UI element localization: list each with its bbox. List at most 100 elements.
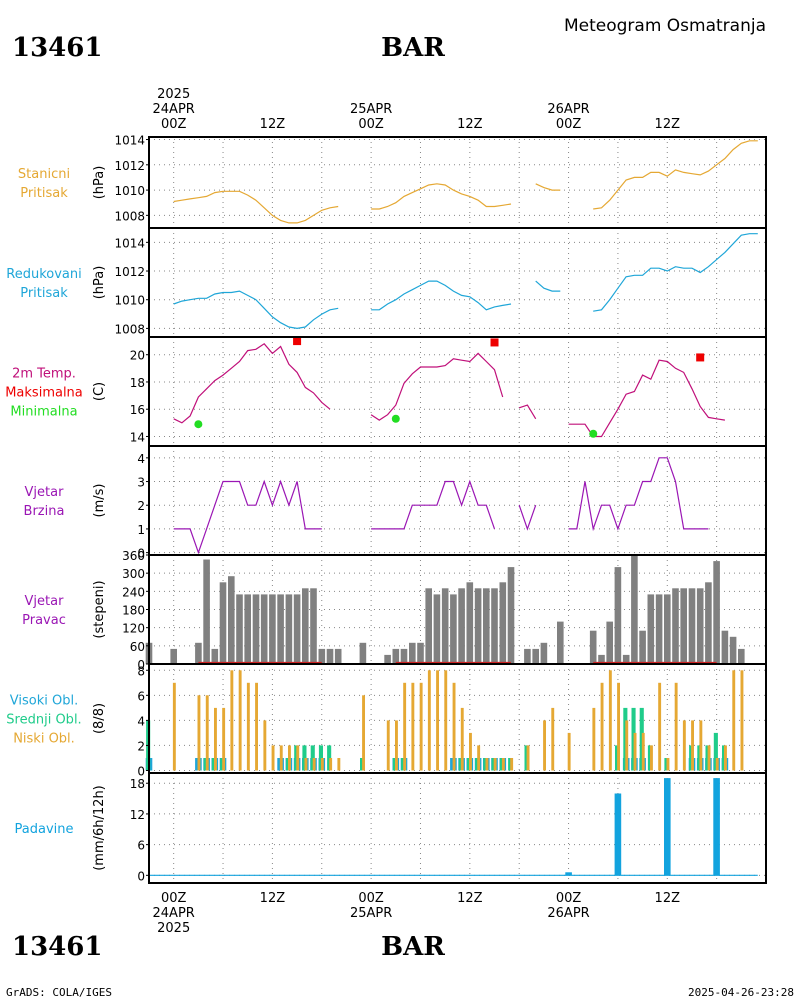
cloud-cover-bar <box>436 670 439 771</box>
wind-direction-bar <box>680 588 687 664</box>
wind-direction-bar <box>326 648 334 664</box>
temperature-line <box>370 352 504 421</box>
panel-label: Maksimalna <box>5 386 83 401</box>
time-label-bottom: 12Z <box>260 891 286 906</box>
station-pressure-line <box>371 183 512 210</box>
station-pressure-line <box>593 140 758 210</box>
temperature-series-1 <box>293 337 705 362</box>
time-label-top: 12Z <box>655 117 681 132</box>
cloud-cover-series-2 <box>172 670 744 771</box>
precipitation-bar <box>713 778 720 876</box>
y-tick-label: 0 <box>137 869 145 883</box>
time-label-bottom: 00Z <box>358 891 384 906</box>
cloud-cover-bar <box>238 670 242 771</box>
wind-direction-bar <box>359 642 367 664</box>
wind-direction-bar <box>203 559 210 664</box>
temperature-min-marker <box>391 414 400 423</box>
wind-direction-bar <box>310 588 317 664</box>
cloud-cover-bar <box>617 682 620 771</box>
wind-direction-bar <box>228 576 235 664</box>
cloud-cover-bar <box>386 720 390 771</box>
cloud-cover-bar <box>460 707 464 771</box>
cloud-cover-bar <box>427 670 431 771</box>
wind-direction-bar <box>688 588 696 664</box>
wind-direction-bar <box>540 642 548 664</box>
wind-direction-bar <box>705 582 712 665</box>
cloud-cover-bar <box>246 682 250 771</box>
station-name-bottom: BAR <box>381 932 445 962</box>
station-id-top: 13461 <box>12 33 102 63</box>
cloud-cover-bar <box>304 758 308 771</box>
wind-direction-bar <box>647 594 655 664</box>
time-label-bottom: 24APR <box>153 906 195 921</box>
wind-direction-bar <box>285 594 293 664</box>
wind-direction-bar <box>277 594 284 664</box>
wind-direction-bar <box>721 630 729 664</box>
cloud-cover-bar <box>337 758 341 771</box>
y-tick-label: 1010 <box>114 294 145 308</box>
panel-frame <box>148 227 767 338</box>
cloud-cover-bar <box>458 758 463 771</box>
panel-frame <box>148 336 767 447</box>
y-tick-label: 6 <box>137 689 145 703</box>
cloud-cover-bar <box>279 745 283 771</box>
cloud-cover-bar <box>647 745 652 771</box>
cloud-cover-bar <box>715 758 719 771</box>
cloud-cover-bar <box>320 758 324 771</box>
cloud-cover-bar <box>401 758 406 771</box>
chart-title: Meteogram Osmatranja <box>564 16 766 36</box>
station-pressure-line <box>535 183 561 191</box>
wind-direction-bar <box>639 630 646 664</box>
panel-wind-speed: 0 1 2 3 4 (m/s) Vjetar Brzina <box>24 445 767 561</box>
panel-label: Brzina <box>24 504 65 519</box>
cloud-cover-bar <box>203 758 208 771</box>
wind-direction-bar <box>606 621 613 664</box>
y-tick-label: 18 <box>130 777 145 791</box>
software-credit: GrADS: COLA/IGES <box>6 986 112 999</box>
cloud-cover-bar <box>707 745 711 771</box>
cloud-cover-bar <box>631 707 636 771</box>
y-tick-label: 180 <box>122 604 145 618</box>
temperature-max-marker <box>293 337 302 346</box>
y-tick-label: 1008 <box>114 322 145 336</box>
time-label-bottom: 12Z <box>655 891 681 906</box>
wind-speed-line <box>371 479 496 530</box>
generation-timestamp: 2025-04-26-23:28 <box>688 986 794 999</box>
wind-direction-bar <box>433 594 441 664</box>
wind-direction-bar <box>211 648 219 664</box>
y-axis-unit: (hPa) <box>92 266 107 300</box>
y-axis-unit: (C) <box>92 382 107 401</box>
cloud-cover-bar <box>510 758 514 771</box>
cloud-cover-bar <box>625 720 629 771</box>
y-tick-label: 1014 <box>114 236 145 250</box>
cloud-cover-bar <box>633 732 637 771</box>
precipitation-series-0 <box>565 778 720 876</box>
panel-label: Vjetar <box>25 485 65 500</box>
wind-direction-bar <box>260 594 268 664</box>
cloud-cover-bar <box>666 758 670 771</box>
cloud-cover-bar <box>452 682 456 771</box>
panel-label: 2m Temp. <box>12 367 76 382</box>
wind-direction-bar <box>236 594 243 664</box>
temperature-line <box>568 359 725 438</box>
wind-direction-bar <box>631 555 638 664</box>
cloud-cover-bar <box>493 758 497 771</box>
wind-direction-bar <box>334 648 342 664</box>
panel-frame <box>148 772 767 884</box>
cloud-cover-bar <box>310 745 315 771</box>
wind-direction-bar <box>491 588 498 664</box>
wind-speed-line <box>568 457 709 532</box>
time-label-bottom: 12Z <box>457 891 483 906</box>
wind-direction-bar <box>524 648 531 664</box>
cloud-cover-bar <box>197 695 201 771</box>
panel-frame <box>148 136 767 229</box>
time-label-top: 25APR <box>350 102 392 117</box>
cloud-cover-bar <box>639 707 644 771</box>
cloud-cover-bar <box>567 732 571 771</box>
cloud-cover-bar <box>205 695 209 771</box>
time-label-top: 00Z <box>161 117 187 132</box>
wind-direction-bar <box>195 642 202 664</box>
cloud-cover-bar <box>444 670 448 771</box>
time-label-bottom: 2025 <box>157 921 190 936</box>
